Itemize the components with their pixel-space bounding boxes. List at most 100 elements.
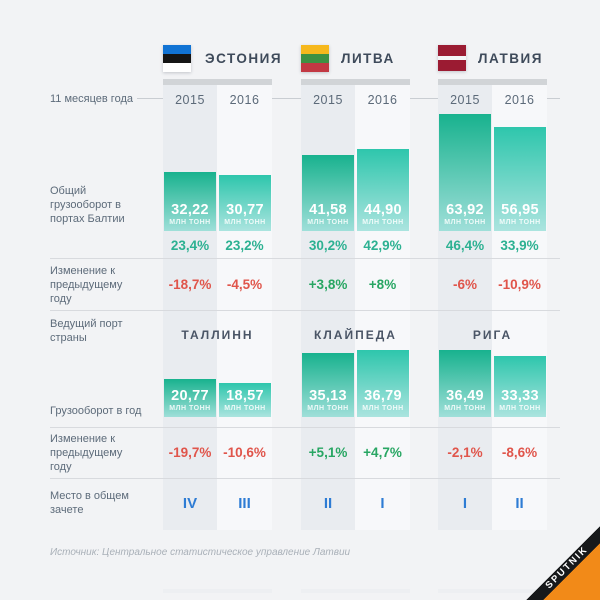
- bar-port-estonia-2015: 20,77 МЛН ТОНН: [164, 379, 216, 417]
- change-value: -4,5%: [226, 277, 263, 292]
- column-stripe-footer: [301, 589, 355, 593]
- row-label-period: 11 месяцев года: [50, 93, 133, 105]
- bar-unit: МЛН ТОНН: [362, 219, 404, 226]
- rank-value: I: [380, 495, 385, 512]
- change-value: -8,6%: [501, 445, 538, 460]
- row-label-annual-turnover: Грузооборот в год: [50, 405, 142, 417]
- rank-value: I: [462, 495, 468, 512]
- group-top-bar-latvia: [438, 79, 547, 85]
- bar-port-estonia-2016: 18,57 МЛН ТОНН: [219, 383, 271, 417]
- row-divider: [50, 427, 560, 428]
- change-value: +5,1%: [308, 445, 348, 460]
- port-name-riga: РИГА: [472, 328, 513, 342]
- bar-value: 18,57: [226, 388, 264, 404]
- year-header: 2015: [175, 93, 205, 107]
- row-divider: [50, 310, 560, 311]
- change-value: +4,7%: [363, 445, 402, 460]
- row-divider: [50, 478, 560, 479]
- row-label-rank: Место в общем зачете: [50, 490, 129, 516]
- rank-value: II: [323, 495, 333, 512]
- row-label-leading-port: Ведущий порт страны: [50, 318, 123, 344]
- share-value: 46,4%: [445, 238, 485, 253]
- estonia-flag-icon: [163, 45, 191, 72]
- bar-unit: МЛН ТОНН: [444, 219, 486, 226]
- bar-value: 44,90: [364, 202, 402, 218]
- group-top-bar-estonia: [163, 79, 272, 85]
- bar-value: 41,58: [309, 202, 347, 218]
- year-header: 2015: [313, 93, 343, 107]
- column-stripe-footer: [217, 589, 272, 593]
- country-title-estonia: ЭСТОНИЯ: [205, 51, 283, 66]
- share-value: 33,9%: [500, 238, 539, 253]
- bar-value: 20,77: [171, 388, 209, 404]
- change-value: -10,6%: [223, 445, 266, 460]
- rank-value: III: [238, 495, 251, 512]
- bar-port-lithuania-2016: 36,79 МЛН ТОНН: [357, 350, 409, 417]
- bar-unit: МЛН ТОНН: [169, 405, 211, 412]
- bar-port-latvia-2016: 33,33 МЛН ТОНН: [494, 356, 546, 417]
- row-label-change-1: Изменение к предыдущему году: [50, 265, 123, 305]
- column-stripe-2015: [301, 85, 355, 530]
- column-stripe-2016: [217, 85, 272, 530]
- bar-value: 35,13: [309, 388, 347, 404]
- change-value: -19,7%: [168, 445, 212, 460]
- change-value: -2,1%: [447, 445, 483, 460]
- bar-value: 36,79: [364, 388, 402, 404]
- change-value: +8%: [368, 277, 397, 292]
- bar-unit: МЛН ТОНН: [307, 219, 349, 226]
- lithuania-flag-icon: [301, 45, 329, 72]
- bar-total-lithuania-2015: 41,58 МЛН ТОНН: [302, 155, 354, 231]
- bar-value: 32,22: [171, 202, 209, 218]
- bar-unit: МЛН ТОНН: [169, 219, 211, 226]
- share-value: 23,4%: [170, 238, 210, 253]
- bar-unit: МЛН ТОНН: [444, 405, 486, 412]
- row-label-change-2: Изменение к предыдущему году: [50, 433, 123, 473]
- bar-total-estonia-2016: 30,77 МЛН ТОНН: [219, 175, 271, 231]
- bar-unit: МЛН ТОНН: [499, 219, 541, 226]
- year-header: 2016: [504, 93, 535, 107]
- column-stripe-footer: [163, 589, 217, 593]
- share-value: 30,2%: [308, 238, 348, 253]
- column-stripe-2015: [163, 85, 217, 530]
- port-name-tallinn: ТАЛЛИНН: [181, 328, 254, 342]
- bar-value: 30,77: [226, 202, 264, 218]
- bar-port-latvia-2015: 36,49 МЛН ТОНН: [439, 350, 491, 417]
- bar-unit: МЛН ТОНН: [307, 405, 349, 412]
- bar-unit: МЛН ТОНН: [362, 405, 404, 412]
- change-value: -18,7%: [168, 277, 212, 292]
- rank-value: IV: [182, 495, 198, 512]
- group-top-bar-lithuania: [301, 79, 410, 85]
- bar-total-estonia-2015: 32,22 МЛН ТОНН: [164, 172, 216, 231]
- row-label-total-turnover: Общий грузооборот в портах Балтии: [50, 185, 125, 225]
- latvia-flag-icon: [438, 45, 466, 71]
- share-value: 23,2%: [225, 238, 264, 253]
- sputnik-logo: SPUTNIK: [490, 490, 600, 600]
- bar-value: 33,33: [501, 388, 539, 404]
- bar-unit: МЛН ТОНН: [224, 219, 266, 226]
- year-header: 2015: [450, 93, 480, 107]
- bar-port-lithuania-2015: 35,13 МЛН ТОНН: [302, 353, 354, 417]
- year-header: 2016: [367, 93, 398, 107]
- bar-unit: МЛН ТОНН: [499, 405, 541, 412]
- row-divider: [50, 258, 560, 259]
- country-title-latvia: ЛАТВИЯ: [478, 51, 543, 66]
- source-note: Источник: Центральное статистическое упр…: [50, 547, 351, 558]
- bar-total-latvia-2015: 63,92 МЛН ТОНН: [439, 114, 491, 231]
- bar-total-latvia-2016: 56,95 МЛН ТОНН: [494, 127, 546, 231]
- country-title-lithuania: ЛИТВА: [341, 51, 395, 66]
- sputnik-logo-text: SPUTNIK: [543, 543, 591, 592]
- bar-unit: МЛН ТОНН: [224, 405, 266, 412]
- column-stripe-footer: [355, 589, 410, 593]
- year-header: 2016: [229, 93, 260, 107]
- share-value: 42,9%: [363, 238, 402, 253]
- bar-value: 36,49: [446, 388, 484, 404]
- bar-value: 63,92: [446, 202, 484, 218]
- port-name-klaipeda: КЛАЙПЕДА: [314, 328, 397, 342]
- change-value: -10,9%: [498, 277, 541, 292]
- change-value: -6%: [452, 277, 477, 292]
- change-value: +3,8%: [308, 277, 348, 292]
- bar-total-lithuania-2016: 44,90 МЛН ТОНН: [357, 149, 409, 231]
- column-stripe-footer: [438, 589, 492, 593]
- bar-value: 56,95: [501, 202, 539, 218]
